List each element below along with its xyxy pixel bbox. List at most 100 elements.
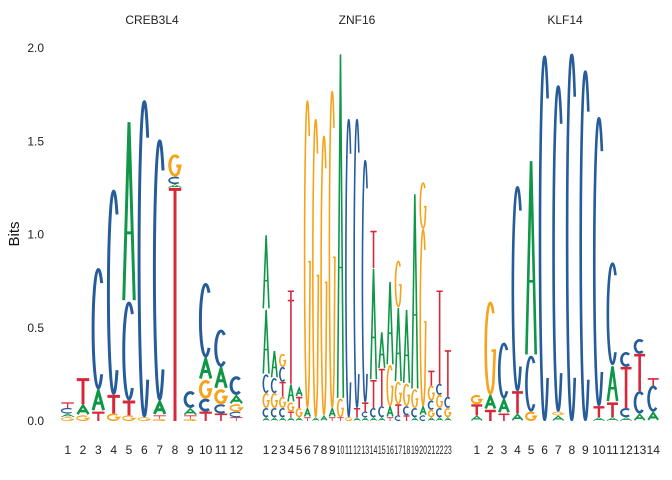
logo-letter-a	[287, 384, 295, 402]
logo-letter-t	[395, 404, 402, 416]
x-tick-label: 12	[619, 443, 633, 457]
x-tick-label: 17	[394, 443, 402, 457]
logo-letter-c	[592, 117, 604, 407]
logo-letter-c	[538, 55, 549, 421]
x-tick-label: 13	[633, 443, 647, 457]
x-tick-label: 2	[80, 443, 87, 457]
logo-letter-g	[419, 228, 427, 407]
logo-letter-g	[279, 353, 287, 367]
logo-letter-t	[498, 413, 510, 421]
logo-letter-g	[419, 182, 427, 229]
logo-letter-a	[303, 406, 312, 417]
logo-letter-g	[168, 154, 182, 177]
logo-letter-g	[152, 419, 166, 421]
logo-letter-c	[183, 391, 195, 408]
logo-letter-c	[60, 407, 72, 414]
x-tick-label: 10	[199, 443, 213, 457]
logo-letter-c	[647, 385, 658, 412]
x-tick-label: 12	[353, 443, 361, 457]
x-tick-label: 4	[110, 443, 117, 457]
x-tick-label: 5	[296, 443, 303, 457]
logo-letter-a	[122, 122, 136, 301]
x-tick-label: 15	[378, 443, 386, 457]
logo-letter-a	[386, 404, 394, 417]
x-tick-label: 8	[568, 443, 575, 457]
logo-letter-t	[279, 381, 286, 397]
logo-letter-g	[552, 411, 565, 416]
logo-letter-t	[484, 409, 496, 421]
logo-letter-a	[378, 417, 386, 421]
logo-letter-g	[295, 407, 303, 418]
y-tick-label: 1.0	[27, 228, 44, 242]
logo-letter-a	[606, 366, 619, 402]
y-tick-label: 1.5	[27, 134, 44, 148]
logo-letter-t	[370, 379, 377, 408]
logo-letter-g	[76, 415, 91, 421]
logo-letter-c	[262, 374, 269, 393]
logo-letter-c	[633, 338, 644, 354]
logo-letter-c	[378, 406, 385, 418]
logo-letter-g	[122, 415, 137, 421]
logo-letter-t	[403, 415, 410, 421]
logo-letter-a	[91, 385, 106, 411]
logo-letter-a	[620, 417, 632, 421]
x-tick-label: 10	[337, 443, 345, 457]
logo-letter-g	[328, 90, 336, 408]
x-tick-label: 23	[444, 443, 452, 457]
logo-letter-a	[394, 308, 402, 382]
logo-letter-t	[304, 417, 311, 421]
logo-letter-c	[214, 404, 226, 414]
logo-letter-g	[345, 417, 353, 421]
logo-letter-g	[394, 260, 402, 308]
logo-letter-t	[362, 402, 369, 412]
logo-letter-g	[411, 389, 419, 408]
logo-letter-t	[287, 411, 295, 418]
logo-letter-a	[61, 413, 75, 418]
logo-letter-a	[484, 392, 497, 409]
logo-letter-a	[593, 417, 605, 421]
logo-letter-a	[287, 417, 295, 421]
x-tick-label: 5	[126, 443, 133, 457]
logo-letter-c	[122, 301, 134, 401]
logo-letter-c	[361, 411, 368, 418]
logo-letter-a	[183, 407, 197, 416]
logo-letter-c	[620, 407, 630, 418]
logo-letter-a	[369, 268, 378, 380]
logo-letter-a	[320, 414, 328, 421]
x-tick-label: 11	[215, 443, 228, 457]
x-tick-label: 3	[279, 443, 286, 457]
logo-letter-t	[214, 413, 228, 421]
logo-letter-a	[270, 350, 279, 378]
logo-letter-a	[229, 394, 243, 404]
logo-letter-c	[279, 366, 286, 382]
x-tick-label: 10	[592, 443, 606, 457]
logo-letter-a	[168, 184, 182, 188]
x-tick-label: 1	[473, 443, 480, 457]
logo-letter-a	[411, 194, 419, 389]
panel-title: CREB3L4	[125, 13, 179, 27]
logo-letter-c	[435, 383, 443, 395]
logo-letter-t	[153, 415, 166, 420]
logo-letter-t	[428, 370, 435, 386]
logo-letter-a	[153, 398, 167, 415]
logo-letter-a	[295, 385, 303, 397]
logo-letter-a	[198, 353, 213, 379]
logo-letter-c	[152, 139, 165, 401]
logo-letter-c	[91, 268, 104, 390]
x-tick-label: 13	[361, 443, 369, 457]
logo-letter-c	[262, 407, 269, 418]
logo-letter-c	[606, 262, 617, 366]
y-tick-label: 0.5	[27, 321, 44, 335]
logo-letter-a	[511, 413, 524, 421]
logo-letter-g	[320, 135, 328, 416]
logo-letter-c	[402, 406, 409, 416]
logo-letter-t	[436, 290, 443, 384]
logo-letter-a	[262, 417, 270, 421]
y-axis: Bits 0.0 0.5 1.0 1.5 2.0	[6, 41, 44, 428]
logo-letter-a	[444, 417, 452, 421]
x-tick-label: 12	[230, 443, 244, 457]
logo-letter-c	[168, 176, 180, 185]
logo-letter-c	[633, 391, 644, 414]
